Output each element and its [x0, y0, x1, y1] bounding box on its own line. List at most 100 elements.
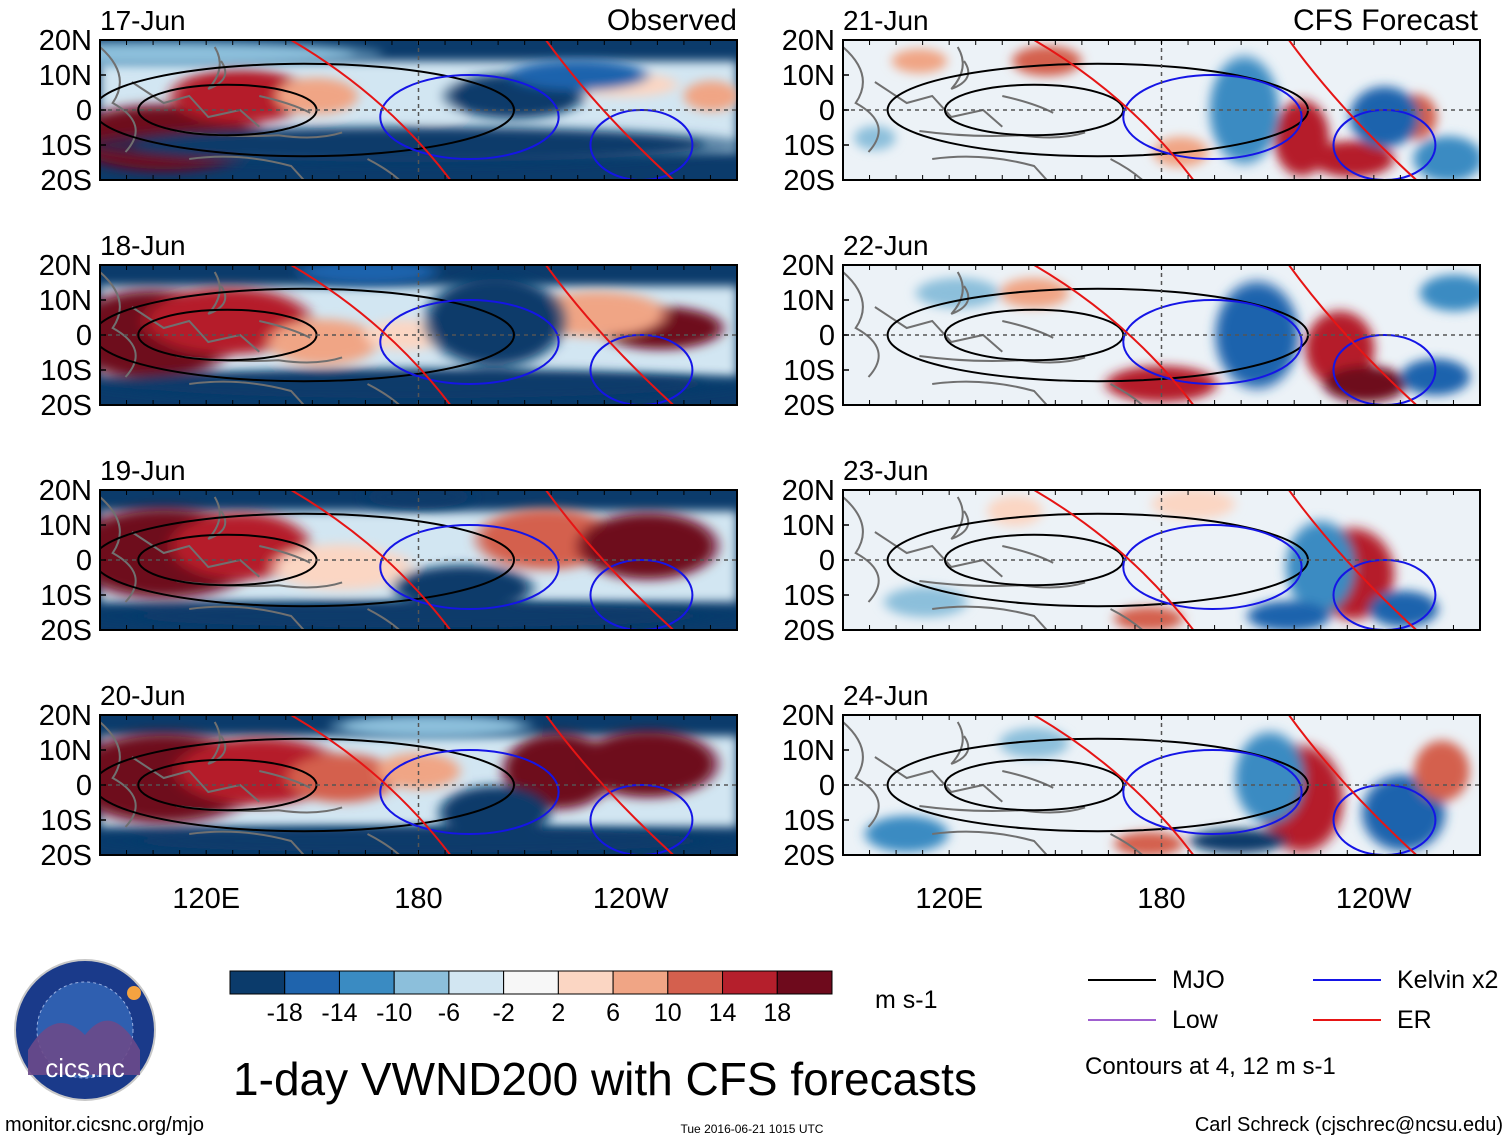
- anomaly-blob: [1250, 602, 1328, 630]
- y-tick-label: 20N: [39, 475, 92, 507]
- y-tick-label: 20S: [40, 615, 92, 647]
- y-tick-label: 20S: [40, 165, 92, 197]
- anomaly-blob: [176, 70, 304, 122]
- coastline: [874, 81, 1003, 128]
- coastline: [189, 605, 305, 630]
- y-tick-label: 0: [76, 770, 92, 802]
- er-contour: [1033, 490, 1195, 630]
- y-tick-label: 20N: [39, 250, 92, 282]
- coastline: [131, 306, 260, 353]
- x-tick-label: 120W: [1336, 883, 1412, 915]
- anomaly-blob: [150, 290, 304, 352]
- y-tick-label: 10N: [39, 285, 92, 317]
- coastline: [1002, 320, 1054, 339]
- coastline: [843, 496, 880, 603]
- coastline: [189, 380, 305, 405]
- y-tick-label: 10S: [783, 355, 835, 387]
- anomaly-blob: [686, 82, 737, 110]
- coastline: [131, 81, 260, 128]
- anomaly-blob: [1422, 276, 1480, 310]
- anomaly-blob: [584, 733, 712, 795]
- coastline: [100, 46, 137, 153]
- y-tick-label: 10N: [782, 60, 835, 92]
- coastline: [843, 271, 880, 378]
- coastline: [367, 383, 401, 405]
- x-tick-label: 180: [1137, 883, 1185, 915]
- y-tick-label: 20N: [39, 25, 92, 57]
- coastline: [950, 271, 970, 315]
- forecast-label: CFS Forecast: [1293, 4, 1479, 37]
- anomaly-blob: [1116, 832, 1181, 855]
- colorbar-swatch: [229, 970, 286, 995]
- er-contour: [1033, 265, 1195, 405]
- panel-date: 20-Jun: [100, 680, 186, 711]
- anomaly-blob: [1371, 592, 1436, 626]
- observed-label: Observed: [607, 4, 737, 37]
- legend-label: Kelvin x2: [1397, 966, 1498, 994]
- kelvin-contour: [1122, 299, 1303, 385]
- coastline: [843, 721, 880, 828]
- y-tick-label: 10N: [782, 735, 835, 767]
- anomaly-blob: [887, 588, 965, 616]
- coastline: [100, 271, 137, 378]
- legend-label: ER: [1397, 1006, 1432, 1034]
- y-tick-label: 10N: [39, 60, 92, 92]
- colorbar-label: -18: [267, 999, 303, 1027]
- y-tick-label: 0: [819, 545, 835, 577]
- anomaly-blob: [1002, 729, 1066, 757]
- kelvin-contour: [1122, 749, 1303, 835]
- colorbar-swatch: [393, 970, 450, 995]
- coastline: [259, 545, 311, 564]
- legend-note: Contours at 4, 12 m s-1: [1085, 1053, 1336, 1080]
- coastlines: [843, 496, 1144, 630]
- y-tick-label: 20N: [39, 700, 92, 732]
- coastline: [874, 531, 1003, 578]
- coastline: [207, 271, 227, 315]
- mjo-contour: [100, 62, 515, 158]
- er-contour: [545, 265, 674, 405]
- kelvin-contour: [1122, 524, 1303, 610]
- anomaly-blob: [1193, 829, 1283, 853]
- y-tick-label: 20N: [782, 475, 835, 507]
- colorbar-swatch: [338, 970, 395, 995]
- y-tick-label: 0: [76, 320, 92, 352]
- kelvin-contour: [1332, 109, 1437, 180]
- kelvin-contour: [589, 784, 694, 855]
- coastline: [932, 605, 1048, 630]
- colorbar-swatch: [448, 970, 505, 995]
- coastlines: [100, 46, 401, 180]
- er-contour: [1288, 490, 1417, 630]
- anomaly-blob: [1116, 607, 1181, 630]
- colorbar-swatch: [776, 970, 833, 995]
- coastline: [259, 770, 311, 789]
- anomaly-blob: [514, 61, 642, 89]
- er-contour: [290, 715, 452, 855]
- y-tick-label: 20S: [783, 615, 835, 647]
- kelvin-contour: [379, 749, 560, 835]
- y-tick-label: 10S: [783, 805, 835, 837]
- anomaly-blob: [1237, 736, 1302, 820]
- er-contour: [290, 40, 452, 180]
- coastline: [874, 756, 1003, 803]
- main-title: 1-day VWND200 with CFS forecasts: [233, 1053, 977, 1105]
- colorbar-swatch: [612, 970, 669, 995]
- y-tick-label: 10S: [40, 580, 92, 612]
- y-tick-label: 20S: [783, 840, 835, 872]
- colorbar-label: -2: [493, 999, 515, 1027]
- y-tick-label: 0: [76, 545, 92, 577]
- panel-date: 18-Jun: [100, 230, 186, 261]
- coastline: [259, 320, 311, 339]
- kelvin-contour: [379, 74, 560, 160]
- legend-label: Low: [1172, 1006, 1219, 1034]
- footer-center: Tue 2016-06-21 1015 UTC: [681, 1122, 824, 1136]
- anomaly-blob: [131, 604, 706, 628]
- anomaly-blob: [1110, 367, 1213, 401]
- colorbar-label: -6: [438, 999, 460, 1027]
- kelvin-contour: [589, 559, 694, 630]
- coastline: [189, 155, 305, 180]
- coastline: [932, 830, 1048, 855]
- anomaly-blob: [131, 370, 706, 398]
- er-contour: [1288, 40, 1417, 180]
